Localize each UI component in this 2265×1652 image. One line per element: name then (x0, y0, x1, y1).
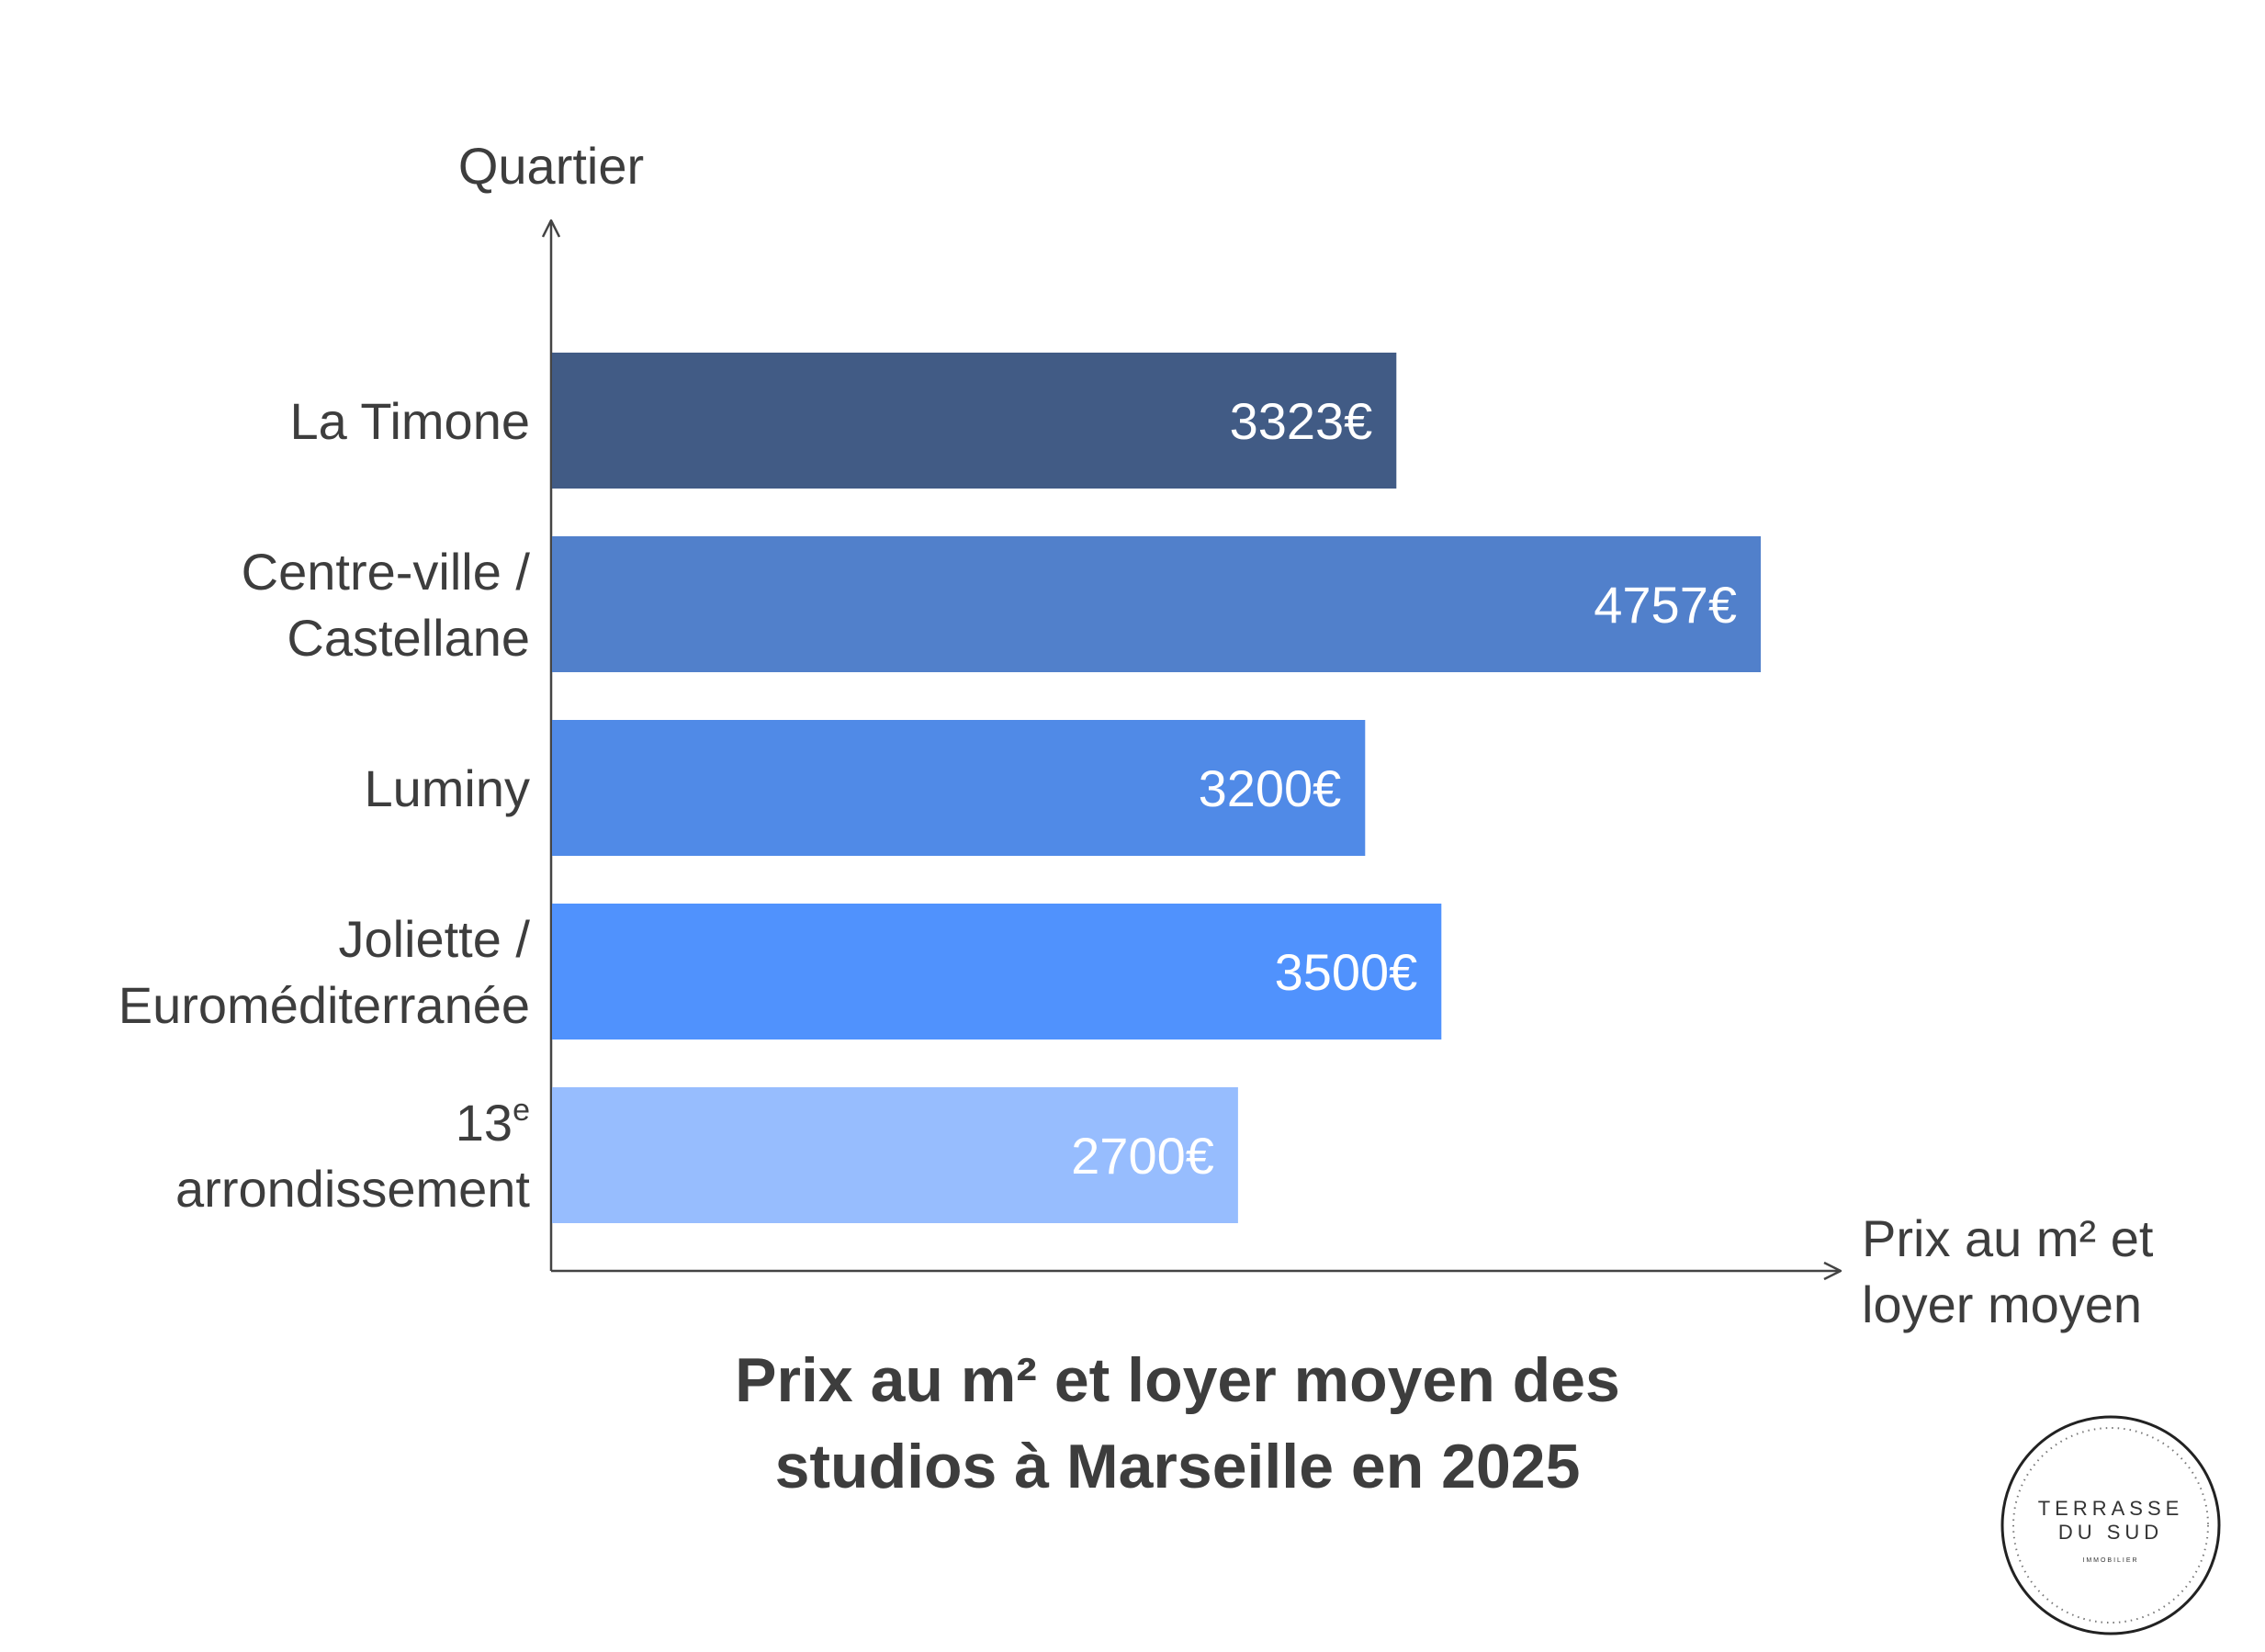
chart-title-line: Prix au m² et loyer moyen des (735, 1345, 1620, 1415)
x-axis-label-line: Prix au m² et (1862, 1209, 2154, 1267)
company-logo: TERRASSE DU SUD IMMOBILIER (2000, 1415, 2221, 1635)
bar (552, 1087, 1238, 1223)
y-axis-label: Quartier (458, 137, 644, 195)
bar (552, 904, 1442, 1040)
logo-outer-ring (2000, 1415, 2221, 1635)
bar (552, 536, 1761, 672)
bar (552, 353, 1397, 489)
value-labels: 3323€ 4757€ 3200€ 3500€ 2700€ (1071, 392, 1737, 1185)
category-label: Euroméditerranée (118, 976, 530, 1034)
category-label: arrondissement (175, 1160, 530, 1218)
value-label: 3500€ (1275, 943, 1418, 1001)
chart-title-line: studios à Marseille en 2025 (775, 1432, 1581, 1501)
x-axis-label-line: loyer moyen (1862, 1276, 2142, 1333)
logo-line-1: TERRASSE (2038, 1497, 2184, 1520)
category-label: Joliette / (338, 910, 530, 968)
category-label: Castellane (287, 609, 530, 667)
logo-dotted-ring (2012, 1427, 2209, 1624)
bar (552, 720, 1366, 856)
logo-line-3: IMMOBILIER (2082, 1557, 2138, 1564)
category-label: La Timone (290, 392, 531, 450)
value-label: 2700€ (1071, 1127, 1214, 1185)
bars (552, 353, 1761, 1223)
x-axis-label: Prix au m² et loyer moyen (1862, 1209, 2154, 1333)
category-label: Centre-ville / (242, 543, 531, 601)
category-label: Luminy (364, 759, 530, 817)
value-label: 3323€ (1230, 392, 1373, 450)
category-labels: La Timone Centre-ville / Castellane Luminy J… (118, 392, 531, 1218)
value-label: 4757€ (1594, 576, 1737, 634)
value-label: 3200€ (1199, 759, 1342, 817)
chart-title: Prix au m² et loyer moyen des studios à … (735, 1345, 1620, 1501)
logo-line-2: DU SUD (2058, 1521, 2163, 1544)
category-label: 13e (456, 1093, 530, 1152)
